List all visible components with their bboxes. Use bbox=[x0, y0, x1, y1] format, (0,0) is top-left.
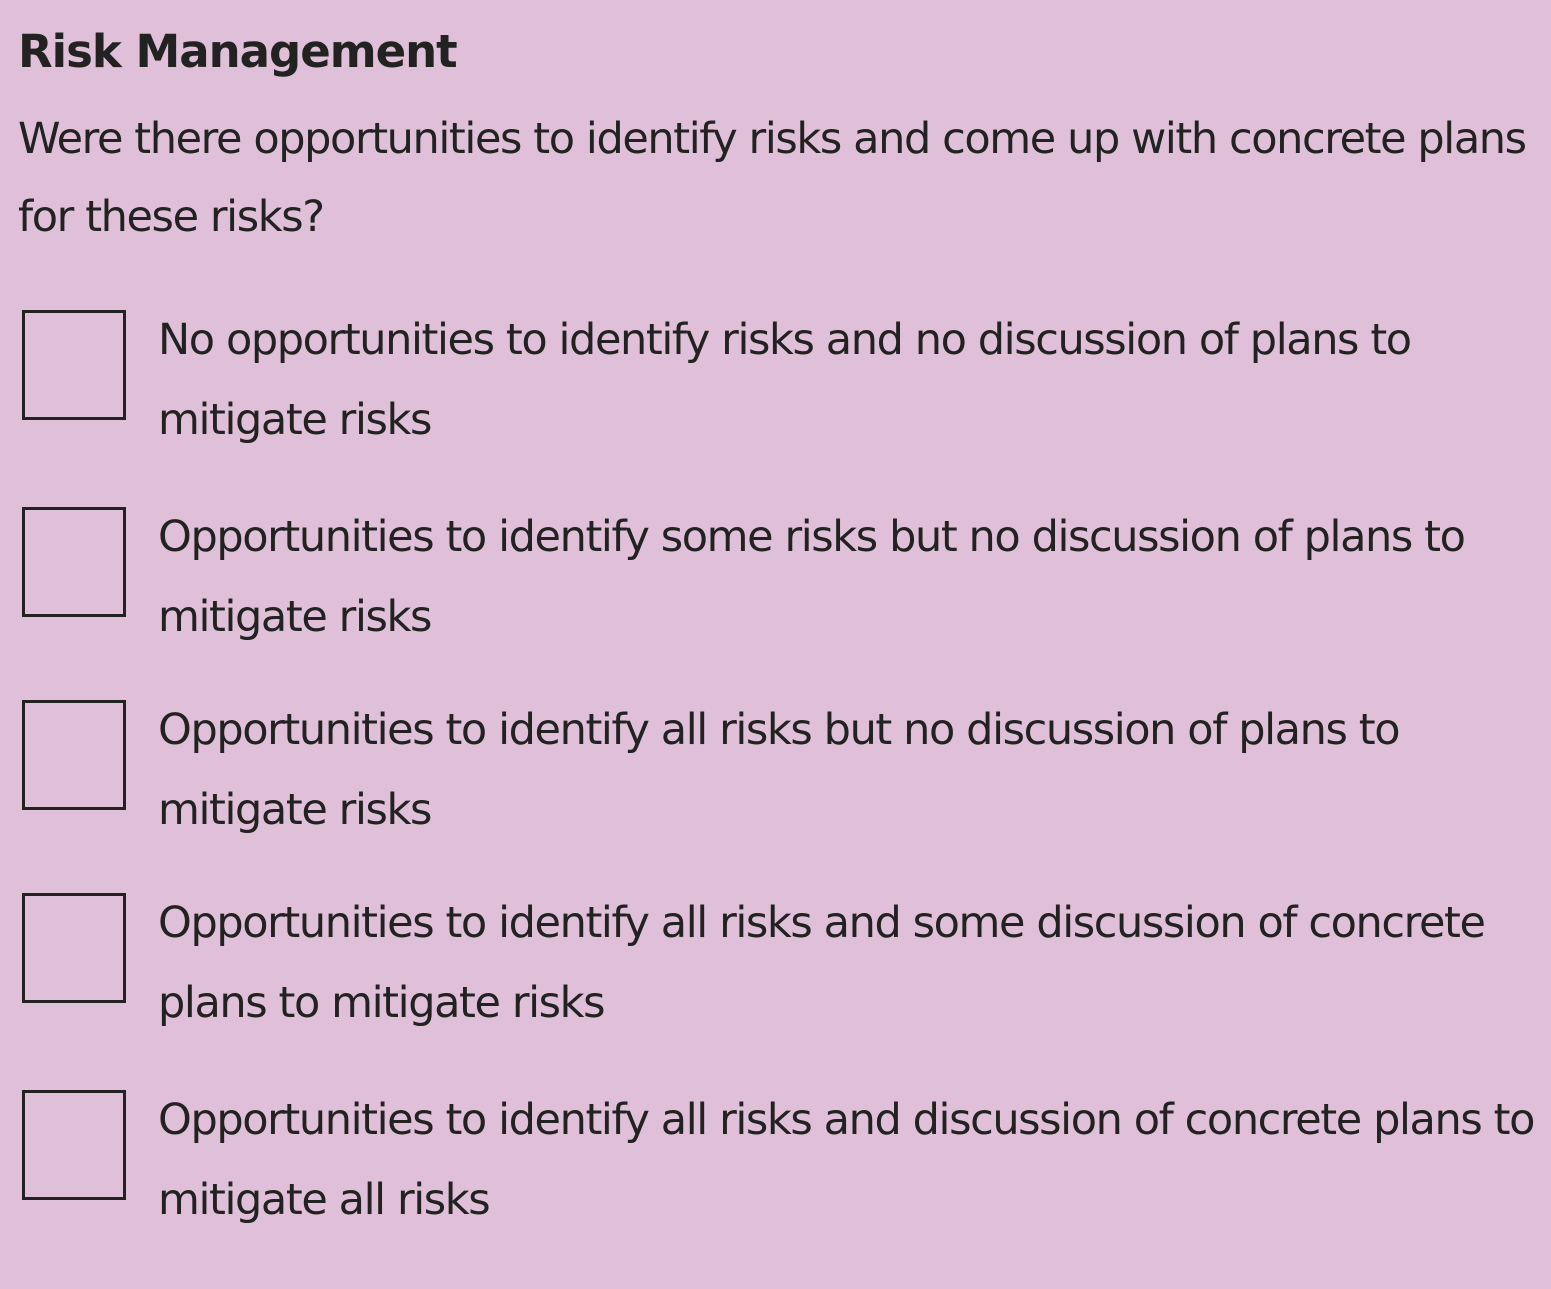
option-2-label: Opportunities to identify some risks but… bbox=[158, 512, 1466, 642]
option-3-checkbox[interactable] bbox=[22, 700, 126, 810]
option-row-5[interactable]: Opportunities to identify all risks and … bbox=[0, 1080, 1551, 1250]
option-4-label: Opportunities to identify all risks and … bbox=[158, 898, 1486, 1028]
option-row-4[interactable]: Opportunities to identify all risks and … bbox=[0, 883, 1551, 1053]
option-row-1[interactable]: No opportunities to identify risks and n… bbox=[0, 300, 1551, 470]
option-2-checkbox[interactable] bbox=[22, 507, 126, 617]
question-text: Were there opportunities to identify ris… bbox=[18, 114, 1527, 242]
option-4-checkbox[interactable] bbox=[22, 893, 126, 1003]
option-1-checkbox[interactable] bbox=[22, 310, 126, 420]
option-row-2[interactable]: Opportunities to identify some risks but… bbox=[0, 497, 1551, 667]
option-row-3[interactable]: Opportunities to identify all risks but … bbox=[0, 690, 1551, 860]
option-1-label: No opportunities to identify risks and n… bbox=[158, 315, 1412, 445]
option-5-checkbox[interactable] bbox=[22, 1090, 126, 1200]
option-5-label: Opportunities to identify all risks and … bbox=[158, 1095, 1535, 1225]
section-title: Risk Management bbox=[18, 25, 458, 78]
option-3-label: Opportunities to identify all risks but … bbox=[158, 705, 1401, 835]
